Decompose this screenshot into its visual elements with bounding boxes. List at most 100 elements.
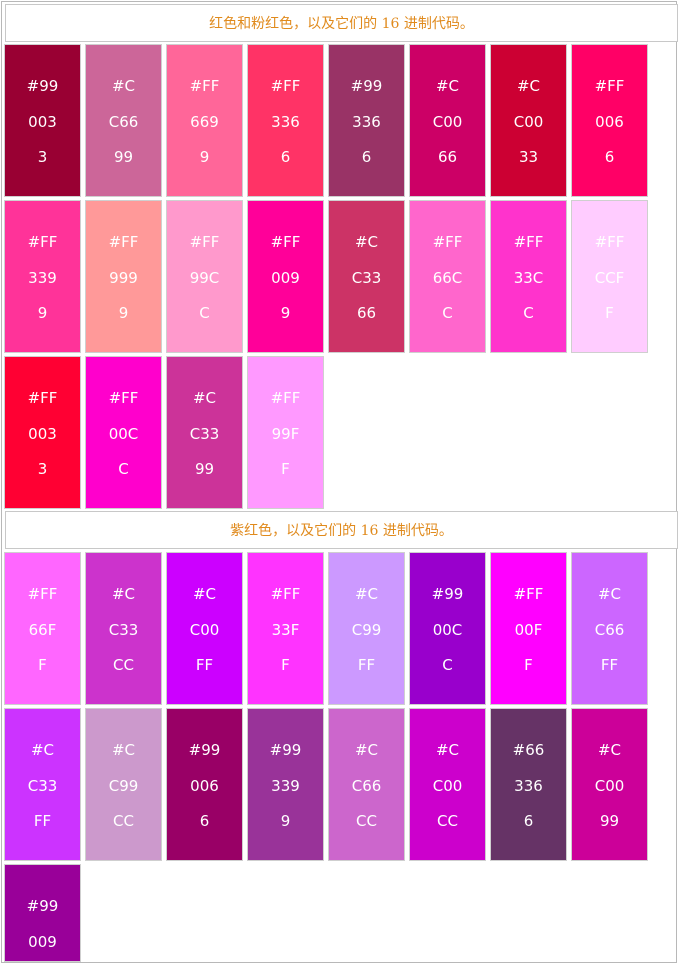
hex-code-line: 6 (361, 148, 372, 166)
hex-code-line: #99 (26, 77, 59, 95)
hex-code-line: FF (357, 656, 376, 674)
hex-code-line: 009 (28, 933, 57, 951)
hex-code-line: 00C (108, 425, 139, 443)
hex-code-line: CC (437, 812, 458, 830)
color-swatch: #C C33 CC (85, 552, 162, 705)
color-swatch: #FF 99C C (166, 200, 243, 353)
color-swatch: #FF 66C C (409, 200, 486, 353)
color-swatch: #FF 003 3 (4, 356, 81, 509)
hex-code-line: #C (111, 77, 136, 95)
hex-code-line: C00 (189, 621, 220, 639)
color-swatch: #FF 00C C (85, 356, 162, 509)
color-swatch: #FF 66F F (4, 552, 81, 705)
hex-code-line: C (523, 304, 534, 322)
hex-code-line: F (605, 304, 614, 322)
hex-code-line: 9 (199, 148, 210, 166)
hex-code-line: 9 (280, 304, 291, 322)
hex-code-line: 336 (352, 113, 381, 131)
hex-code-line: 66 (437, 148, 458, 166)
hex-code-line: #66 (512, 741, 545, 759)
hex-code-line: 66 (356, 304, 377, 322)
hex-code-line: C00 (513, 113, 544, 131)
hex-code-line: #C (597, 741, 622, 759)
hex-code-line: 99F (271, 425, 300, 443)
color-swatch: #99 003 3 (4, 44, 81, 197)
section-title-red-pink: 红色和粉红色，以及它们的 16 进制代码。 (5, 4, 678, 42)
color-swatch: #C C00 CC (409, 708, 486, 861)
color-swatch: #FF 339 9 (4, 200, 81, 353)
hex-code-line: C00 (432, 113, 463, 131)
hex-code-line: #FF (513, 585, 544, 603)
hex-code-line: C00 (594, 777, 625, 795)
hex-code-line: #C (111, 585, 136, 603)
hex-code-line: #99 (269, 741, 302, 759)
color-swatch: #99 00C C (409, 552, 486, 705)
color-swatch: #FF 33C C (490, 200, 567, 353)
hex-code-line: F (524, 656, 533, 674)
color-swatch: #C C66 FF (571, 552, 648, 705)
hex-code-line: #FF (270, 233, 301, 251)
hex-code-line: #FF (189, 77, 220, 95)
hex-code-line: C33 (189, 425, 220, 443)
hex-code-line: #C (435, 741, 460, 759)
color-swatch: #C C00 99 (571, 708, 648, 861)
hex-code-line: FF (600, 656, 619, 674)
hex-code-line: C99 (108, 777, 139, 795)
hex-code-line: #99 (26, 897, 59, 915)
hex-code-line: 9 (118, 304, 129, 322)
hex-code-line: #C (516, 77, 541, 95)
color-swatch: #FF 669 9 (166, 44, 243, 197)
hex-code-line: #C (435, 77, 460, 95)
color-swatch: #66 336 6 (490, 708, 567, 861)
hex-code-line: CCF (594, 269, 625, 287)
color-swatch: #C C99 FF (328, 552, 405, 705)
color-swatch: #C C00 FF (166, 552, 243, 705)
color-swatch: #FF 00F F (490, 552, 567, 705)
color-swatch: #99 336 6 (328, 44, 405, 197)
color-swatch: #C C66 99 (85, 44, 162, 197)
hex-code-line: FF (195, 656, 214, 674)
hex-code-line: C66 (108, 113, 139, 131)
hex-code-line: C66 (594, 621, 625, 639)
color-swatch: #99 009 (4, 864, 81, 962)
hex-code-line: 339 (28, 269, 57, 287)
hex-code-line: 336 (271, 113, 300, 131)
hex-code-line: 6 (199, 812, 210, 830)
color-swatch: #C C00 66 (409, 44, 486, 197)
hex-code-line: 33C (513, 269, 544, 287)
hex-code-line: #FF (189, 233, 220, 251)
hex-code-line: C (442, 656, 453, 674)
hex-code-line: C99 (351, 621, 382, 639)
hex-code-line: 00F (514, 621, 543, 639)
hex-code-line: F (38, 656, 47, 674)
hex-code-line: 99 (113, 148, 134, 166)
hex-code-line: #FF (108, 233, 139, 251)
color-swatch: #FF 009 9 (247, 200, 324, 353)
hex-code-line: #99 (431, 585, 464, 603)
hex-code-line: 336 (514, 777, 543, 795)
color-swatch: #C C33 66 (328, 200, 405, 353)
hex-code-line: 6 (523, 812, 534, 830)
hex-code-line: 33 (518, 148, 539, 166)
color-swatch: #C C66 CC (328, 708, 405, 861)
hex-code-line: #FF (432, 233, 463, 251)
hex-code-line: 006 (190, 777, 219, 795)
hex-code-line: F (281, 656, 290, 674)
color-swatch: #FF 006 6 (571, 44, 648, 197)
hex-code-line: #FF (108, 389, 139, 407)
hex-code-line: 3 (37, 460, 48, 478)
color-swatch: #FF 336 6 (247, 44, 324, 197)
hex-code-line: CC (356, 812, 377, 830)
color-swatch: #FF 33F F (247, 552, 324, 705)
hex-code-line: #FF (594, 233, 625, 251)
hex-code-line: #FF (513, 233, 544, 251)
color-swatch: #C C33 99 (166, 356, 243, 509)
hex-code-line: FF (33, 812, 52, 830)
color-swatch: #C C00 33 (490, 44, 567, 197)
hex-code-line: 003 (28, 425, 57, 443)
hex-code-line: CC (113, 812, 134, 830)
color-swatch: #FF CCF F (571, 200, 648, 353)
hex-code-line: #C (354, 585, 379, 603)
hex-code-line: #FF (594, 77, 625, 95)
hex-code-line: 66F (28, 621, 57, 639)
